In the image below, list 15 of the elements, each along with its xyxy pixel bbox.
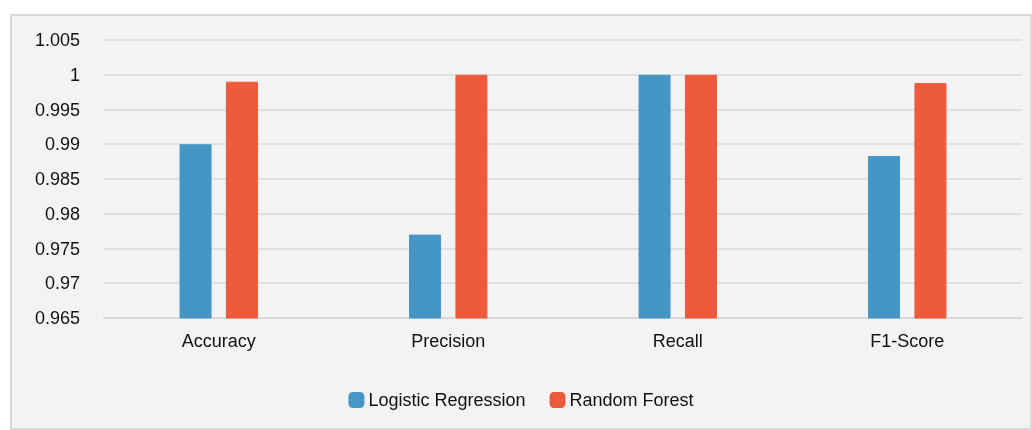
y-tick-label: 0.975 (34, 238, 80, 259)
x-tick-label: Precision (411, 331, 486, 351)
y-tick-label: 0.995 (34, 99, 80, 120)
y-tick-label: 1.005 (34, 30, 80, 50)
legend-label: Random Forest (569, 390, 694, 410)
x-tick-label: Recall (652, 331, 703, 351)
y-tick-label: 0.965 (34, 308, 80, 328)
y-tick-label: 0.97 (44, 273, 80, 294)
x-tick-label: F1-Score (870, 331, 945, 351)
y-tick-label: 0.98 (44, 203, 80, 224)
y-tick-label: 0.985 (34, 169, 80, 189)
x-tick-label: Accuracy (181, 331, 256, 351)
y-tick-label: 0.99 (44, 134, 80, 155)
legend-label: Logistic Regression (368, 390, 526, 410)
y-tick-label: 1 (69, 64, 80, 85)
